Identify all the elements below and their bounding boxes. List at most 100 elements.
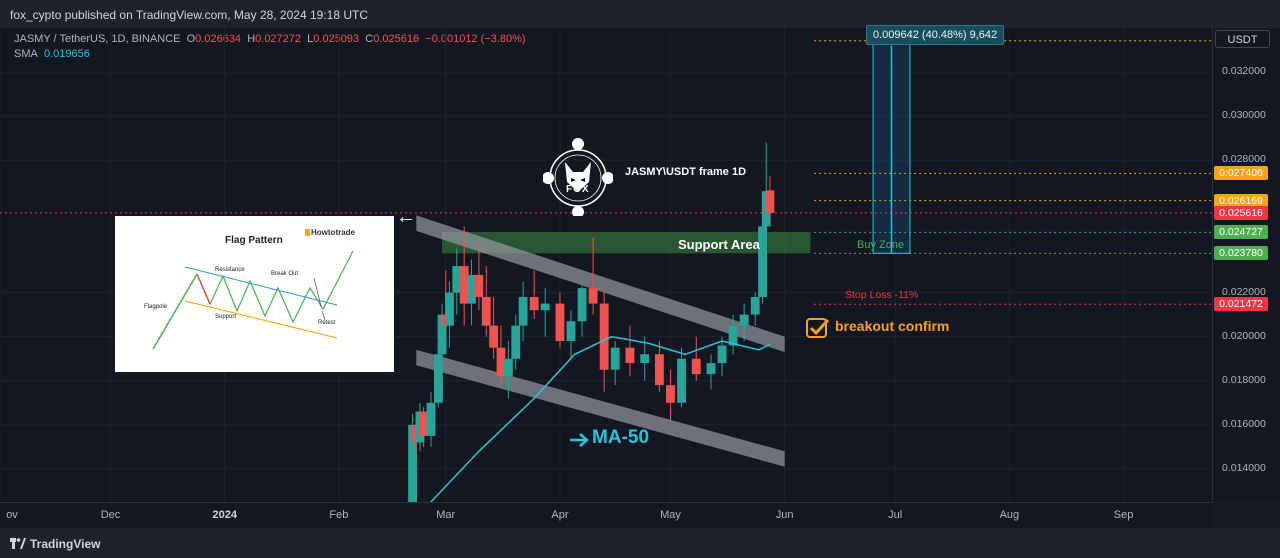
publish-info: fox_cypto published on TradingView.com, …	[10, 8, 368, 22]
candle-body	[610, 347, 620, 370]
footer-bar: TradingView	[0, 528, 1280, 558]
candle-body	[511, 325, 521, 359]
fox-logo	[543, 138, 613, 216]
candle-body	[419, 411, 429, 436]
candle-body	[625, 347, 635, 364]
flag-resistance-line	[184, 266, 338, 306]
flag-support-line	[184, 300, 338, 339]
flag-flagpole-label: Flagpole	[144, 304, 168, 310]
candle-body	[765, 190, 775, 213]
publish-header: fox_cypto published on TradingView.com, …	[0, 0, 1280, 28]
candle-body	[758, 226, 767, 297]
candle-body	[691, 358, 701, 375]
symbol-info: JASMY / TetherUS, 1D, BINANCE O0.026634 …	[14, 33, 526, 45]
howtotrade-brand: Howtotrade	[311, 228, 355, 237]
ma50-arrow-icon	[570, 433, 589, 447]
price-tick-label: 0.018000	[1222, 373, 1266, 386]
high-value: 0.027272	[255, 33, 302, 45]
upper-channel-band	[416, 215, 785, 353]
checkmark-icon	[806, 318, 830, 338]
price-tick-label: 0.022000	[1222, 285, 1266, 298]
measure-tooltip: 0.009642 (40.48%) 9,642	[866, 25, 1005, 45]
time-tick-label: Jun	[775, 509, 794, 521]
candle-body	[728, 325, 738, 346]
sma-label: SMA	[14, 48, 38, 60]
price-level-tag: 0.025616	[1214, 205, 1268, 220]
candle-body	[529, 296, 539, 311]
time-axis[interactable]	[0, 502, 1212, 529]
open-label: O	[186, 33, 196, 45]
candle-body	[599, 303, 609, 370]
candle-body	[433, 354, 443, 403]
candle-body	[489, 325, 499, 348]
flag-pattern-title: Flag Pattern	[225, 235, 283, 246]
price-tick-label: 0.028000	[1222, 153, 1266, 166]
close-value: 0.025616	[373, 33, 420, 45]
candle-body	[706, 363, 716, 375]
candle-body	[518, 296, 528, 326]
candle-body	[666, 385, 675, 403]
flag-pole-line	[152, 273, 198, 350]
time-tick-label: Sep	[1113, 509, 1134, 521]
flag-pattern-drawing	[152, 250, 354, 350]
candle-body	[739, 314, 749, 326]
candle-body	[467, 274, 476, 304]
candle-body	[654, 354, 664, 386]
breakout-confirm-label: breakout confirm	[835, 318, 950, 334]
change-value: −0.001012 (−3.80%)	[425, 33, 526, 45]
price-tick-label: 0.020000	[1222, 329, 1266, 342]
buy-zone-label: Buy Zone	[857, 239, 905, 251]
stop-loss-label: Stop Loss -11%	[845, 289, 919, 301]
price-tick-label: 0.016000	[1222, 417, 1266, 430]
time-tick-label: Apr	[551, 509, 569, 521]
breakout-pointer	[313, 277, 322, 307]
candle-body	[566, 321, 576, 342]
retest-pointer	[321, 310, 326, 321]
flag-price-path-down	[196, 273, 211, 305]
support-area-label: Support Area	[678, 237, 760, 252]
price-tick-label: 0.030000	[1222, 109, 1266, 122]
candle-body	[459, 266, 469, 304]
time-tick-label: 2024	[212, 509, 237, 521]
candle-body	[503, 358, 513, 377]
fox-logo-text: FOX	[566, 184, 590, 195]
time-tick-label: May	[660, 509, 681, 521]
arrow-left-icon: ←	[396, 206, 416, 228]
candle-body	[677, 358, 686, 403]
price-level-tag: 0.021472	[1214, 297, 1268, 312]
support-area-band	[442, 231, 811, 254]
time-tick-label: Aug	[999, 509, 1020, 521]
price-level-tag: 0.026169	[1214, 193, 1268, 208]
candle-body	[408, 424, 418, 502]
candle-body	[452, 266, 462, 293]
sma-value: 0.019656	[43, 48, 90, 60]
price-tick-label: 0.014000	[1222, 461, 1266, 474]
close-label: C	[365, 33, 374, 45]
price-axis[interactable]	[1212, 28, 1280, 502]
sma-legend: SMA 0.019656	[14, 48, 90, 60]
flag-support-label: Support	[215, 314, 237, 320]
time-tick-label: Dec	[100, 509, 121, 521]
candle-body	[540, 303, 550, 311]
chart-area[interactable]: JASMY / TetherUS, 1D, BINANCE O0.026634 …	[0, 28, 1212, 502]
candle-body	[437, 314, 447, 355]
flag-pattern-panel: Flag Pattern Howtotrade Resistance Break…	[115, 216, 394, 372]
price-level-tag: 0.024727	[1214, 225, 1268, 240]
candle-body	[717, 345, 727, 364]
low-label: L	[307, 33, 314, 45]
time-tick-label: Mar	[436, 509, 456, 521]
frame-label: JASMY\USDT frame 1D	[625, 166, 747, 178]
candle-body	[555, 303, 565, 342]
currency-button[interactable]: USDT	[1215, 30, 1270, 48]
candle-body	[445, 292, 454, 326]
tradingview-logo-icon	[10, 538, 26, 549]
low-value: 0.025093	[313, 33, 360, 45]
candle-body	[750, 296, 760, 315]
time-tick-label: Jul	[888, 509, 903, 521]
tradingview-brand: TradingView	[30, 537, 101, 551]
time-tick-label: ov	[6, 509, 18, 521]
candle-body	[481, 296, 491, 326]
open-value: 0.026634	[195, 33, 242, 45]
candle-body	[577, 288, 587, 322]
candle-body	[640, 354, 650, 364]
